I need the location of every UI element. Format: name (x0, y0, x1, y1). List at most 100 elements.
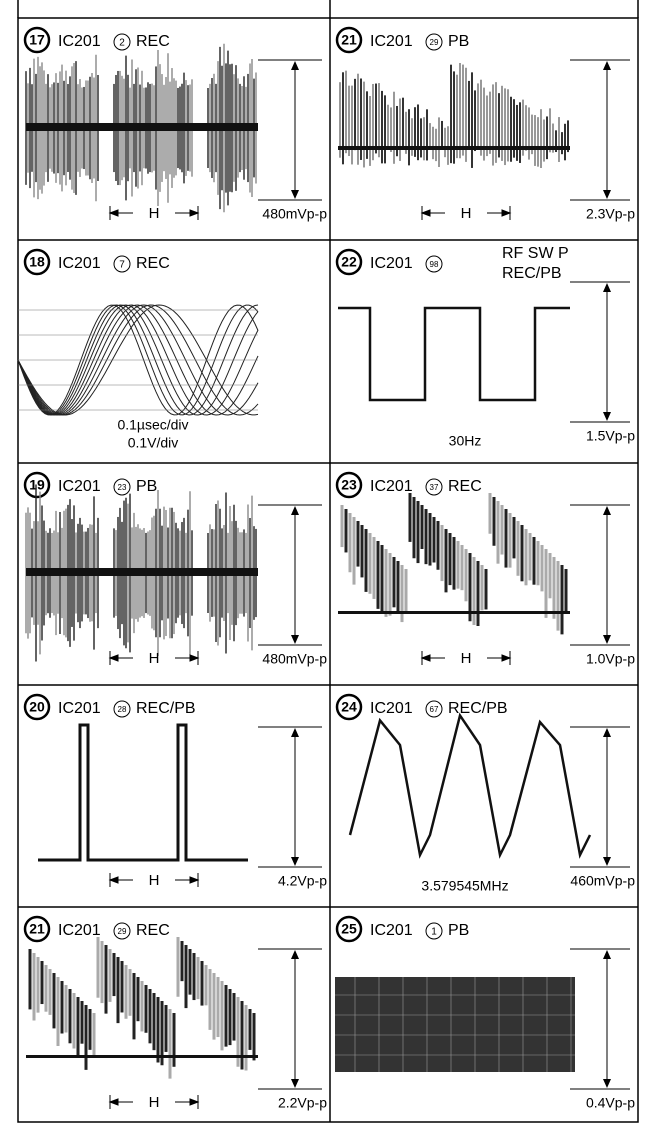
waveform-group (38, 723, 248, 862)
pin-circle (113, 33, 131, 51)
note: 30Hz (449, 433, 482, 449)
waveform (17, 304, 259, 416)
ic-label: IC201 (370, 33, 413, 50)
waveform (17, 304, 259, 416)
cell: 21 IC201 29 REC 2.2Vp-p H (23, 915, 327, 1111)
badge (335, 471, 363, 499)
h-label: H (461, 205, 472, 222)
amplitude: 0.4Vp-p (586, 1095, 635, 1111)
badge (23, 471, 51, 499)
pin-number: 23 (118, 483, 127, 492)
ic-label: IC201 (58, 478, 101, 495)
h-marker (420, 651, 512, 665)
pin-number: 98 (430, 260, 439, 269)
pin-number: 67 (430, 705, 439, 714)
mode: REC/PB (136, 700, 196, 717)
h-marker (108, 873, 200, 887)
h-label: H (149, 1094, 160, 1111)
note: 0.1V/div (128, 435, 179, 451)
amplitude: 480mVp-p (262, 206, 327, 222)
pin-circle (425, 255, 443, 273)
mode: REC (136, 255, 170, 272)
cell: 22 IC201 98 RF SW P REC/PB 1.5Vp-p 30Hz (335, 245, 635, 449)
pin-number: 29 (118, 927, 127, 936)
mode: REC (136, 33, 170, 50)
cell: 23 IC201 37 REC 1.0Vp-p H (335, 471, 635, 667)
amplitude: 1.0Vp-p (586, 651, 635, 667)
pin-circle (113, 922, 131, 940)
waveform-group (25, 43, 258, 213)
waveform (335, 977, 575, 1072)
badge-number: 22 (341, 254, 357, 270)
cell: 17 IC201 2 REC 480mVp-p H (23, 26, 327, 222)
waveform (338, 611, 570, 614)
waveform-group (338, 63, 570, 168)
ic-label: IC201 (58, 922, 101, 939)
badge (23, 248, 51, 276)
ic-label: IC201 (370, 700, 413, 717)
frame (17, 17, 639, 1123)
ic-label: IC201 (370, 255, 413, 272)
pin-number: 7 (119, 260, 125, 271)
h-marker (108, 651, 200, 665)
waveform-group (25, 484, 258, 662)
amplitude: 480mVp-p (262, 651, 327, 667)
badge-number: 24 (341, 699, 357, 715)
pin-circle (113, 700, 131, 718)
waveform-group (338, 306, 570, 402)
amplitude: 4.2Vp-p (278, 873, 327, 889)
waveform-group (338, 493, 570, 635)
waveform-group (26, 937, 258, 1079)
pin-number: 2 (119, 38, 125, 49)
pin-circle (425, 700, 443, 718)
cell: 25 IC201 1 PB 0.4Vp-p (335, 915, 635, 1111)
pin-circle (113, 255, 131, 273)
pin-number: 29 (430, 38, 439, 47)
badge-number: 17 (29, 32, 45, 48)
badge (23, 26, 51, 54)
h-marker (108, 1095, 200, 1109)
amplitude: 460mVp-p (570, 873, 635, 889)
pin-circle (425, 478, 443, 496)
badge (23, 915, 51, 943)
waveform-group (348, 712, 592, 859)
badge-number: 23 (341, 477, 357, 493)
cell: 20 IC201 28 REC/PB 4.2Vp-p H (23, 693, 327, 889)
badge (335, 693, 363, 721)
side-note: RF SW P (502, 245, 569, 262)
waveform (38, 723, 248, 862)
waveform (338, 306, 570, 402)
badge-number: 19 (29, 477, 45, 493)
ic-label: IC201 (58, 33, 101, 50)
pin-circle (425, 922, 443, 940)
amplitude: 1.5Vp-p (586, 428, 635, 444)
h-label: H (149, 650, 160, 667)
mode: REC (136, 922, 170, 939)
ic-label: IC201 (370, 478, 413, 495)
pin-number: 37 (430, 483, 439, 492)
mode: PB (448, 33, 469, 50)
side-note: REC/PB (502, 265, 562, 282)
mode: PB (136, 478, 157, 495)
ic-label: IC201 (58, 255, 101, 272)
h-label: H (149, 205, 160, 222)
cell: 21 IC201 29 PB 2.3Vp-p H (335, 26, 635, 222)
amplitude: 2.3Vp-p (586, 206, 635, 222)
badge (335, 915, 363, 943)
waveform (338, 146, 570, 150)
pin-circle (113, 478, 131, 496)
h-label: H (461, 650, 472, 667)
waveform (26, 123, 258, 131)
note: 3.579545MHz (421, 878, 508, 894)
mode: REC/PB (448, 700, 508, 717)
pin-number: 28 (118, 705, 127, 714)
waveform (348, 712, 592, 859)
badge (23, 693, 51, 721)
mode: PB (448, 922, 469, 939)
waveform (17, 304, 259, 416)
cell: 18 IC201 7 REC 0.1µsec/div 0.1V/div (17, 248, 259, 451)
note: 0.1µsec/div (117, 417, 188, 433)
waveform-group (17, 304, 259, 416)
badge (335, 26, 363, 54)
h-marker (108, 206, 200, 220)
